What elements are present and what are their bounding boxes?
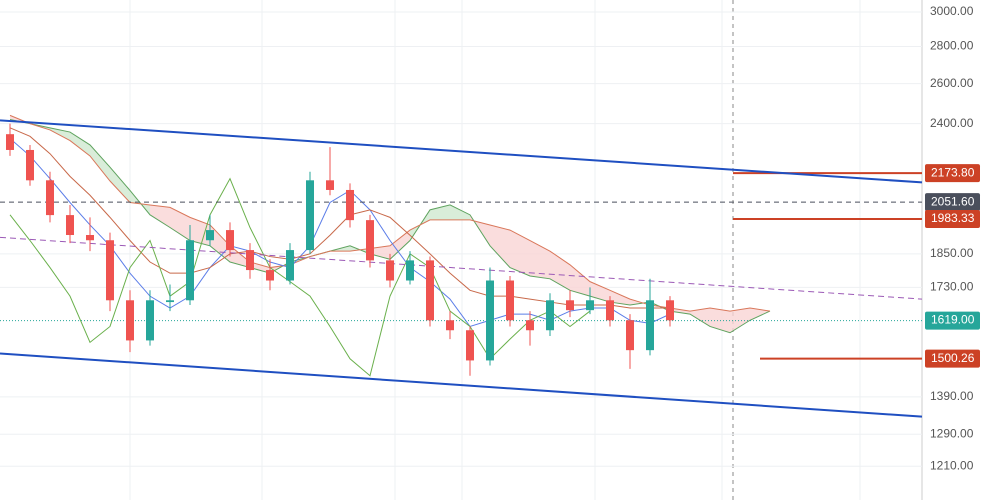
y-tick-label: 2800.00: [930, 39, 974, 53]
candle-body: [366, 220, 374, 261]
candle-body: [286, 250, 294, 281]
cloud-segment: [730, 308, 750, 333]
indicator-line: [9, 138, 671, 328]
candle-body: [126, 300, 134, 341]
cloud-segment: [550, 251, 570, 291]
candle-body: [326, 180, 334, 190]
cloud-segment: [70, 132, 90, 156]
candle-body: [466, 330, 474, 361]
candle-body: [186, 240, 194, 301]
trend-line: [0, 352, 923, 418]
candle-body: [26, 149, 34, 181]
candle-body: [546, 300, 554, 331]
price-label-box: [925, 349, 980, 368]
candle-body: [206, 230, 214, 241]
price-label-box: [925, 193, 980, 212]
candle-body: [666, 300, 674, 321]
y-tick-label: 2400.00: [930, 116, 974, 130]
candle-body: [426, 260, 434, 321]
cloud-segment: [450, 204, 470, 220]
cloud-segment: [670, 308, 690, 315]
candle-body: [86, 235, 94, 241]
price-label: 2173.80: [931, 165, 975, 179]
candle-body: [386, 260, 394, 281]
candle-body: [106, 240, 114, 301]
cloud-segment: [490, 224, 510, 268]
cloud-segment: [690, 308, 710, 327]
cloud-segment: [590, 281, 610, 303]
cloud-segment: [510, 230, 530, 276]
cloud-segment: [570, 264, 590, 297]
y-tick-label: 1730.00: [930, 280, 974, 294]
trend-line: [0, 236, 923, 300]
candle-body: [306, 180, 314, 251]
y-tick-label: 1390.00: [930, 389, 974, 403]
cloud-segment: [750, 308, 770, 321]
cloud-segment: [90, 144, 110, 182]
y-tick-label: 3000.00: [930, 4, 974, 18]
price-label-box: [925, 210, 980, 229]
candle-body: [66, 215, 74, 236]
candle-body: [346, 189, 354, 221]
candle-body: [506, 280, 514, 321]
cloud-segment: [530, 240, 550, 279]
candle-body: [406, 260, 414, 281]
cloud-segment: [110, 167, 130, 203]
candle-body: [606, 300, 614, 321]
y-tick-label: 1850.00: [930, 246, 974, 260]
candle-body: [586, 300, 594, 311]
price-label-box: [925, 164, 980, 183]
candle-body: [46, 180, 54, 216]
candle-body: [6, 134, 14, 150]
candle-body: [246, 250, 254, 271]
indicator-line: [9, 127, 670, 309]
y-tick-label: 1210.00: [930, 458, 974, 472]
cloud-segment: [390, 230, 410, 260]
cloud-segment: [250, 262, 270, 274]
price-label: 2051.60: [931, 194, 975, 208]
cloud-segment: [150, 204, 170, 228]
price-label: 1619.00: [931, 313, 975, 327]
span-b-line: [9, 114, 771, 312]
cloud-segment: [190, 217, 210, 246]
candle-body: [266, 270, 274, 281]
candle-body: [526, 320, 534, 331]
y-tick-label: 2600.00: [930, 76, 974, 90]
candle-body: [626, 320, 634, 351]
candle-body: [226, 230, 234, 251]
price-label: 1983.33: [931, 211, 975, 225]
cloud-segment: [170, 207, 190, 241]
candle-body: [646, 300, 654, 351]
cloud-segment: [370, 245, 390, 260]
cloud-segment: [230, 245, 250, 268]
cloud-segment: [610, 290, 630, 306]
candle-body: [486, 280, 494, 361]
candle-body: [566, 300, 574, 311]
price-label-box: [925, 311, 980, 330]
trend-line: [0, 119, 923, 184]
y-tick-label: 1290.00: [930, 426, 974, 440]
candle-body: [146, 300, 154, 341]
price-label: 1500.26: [931, 351, 975, 365]
candle-body: [446, 320, 454, 331]
candle-body: [166, 300, 174, 303]
